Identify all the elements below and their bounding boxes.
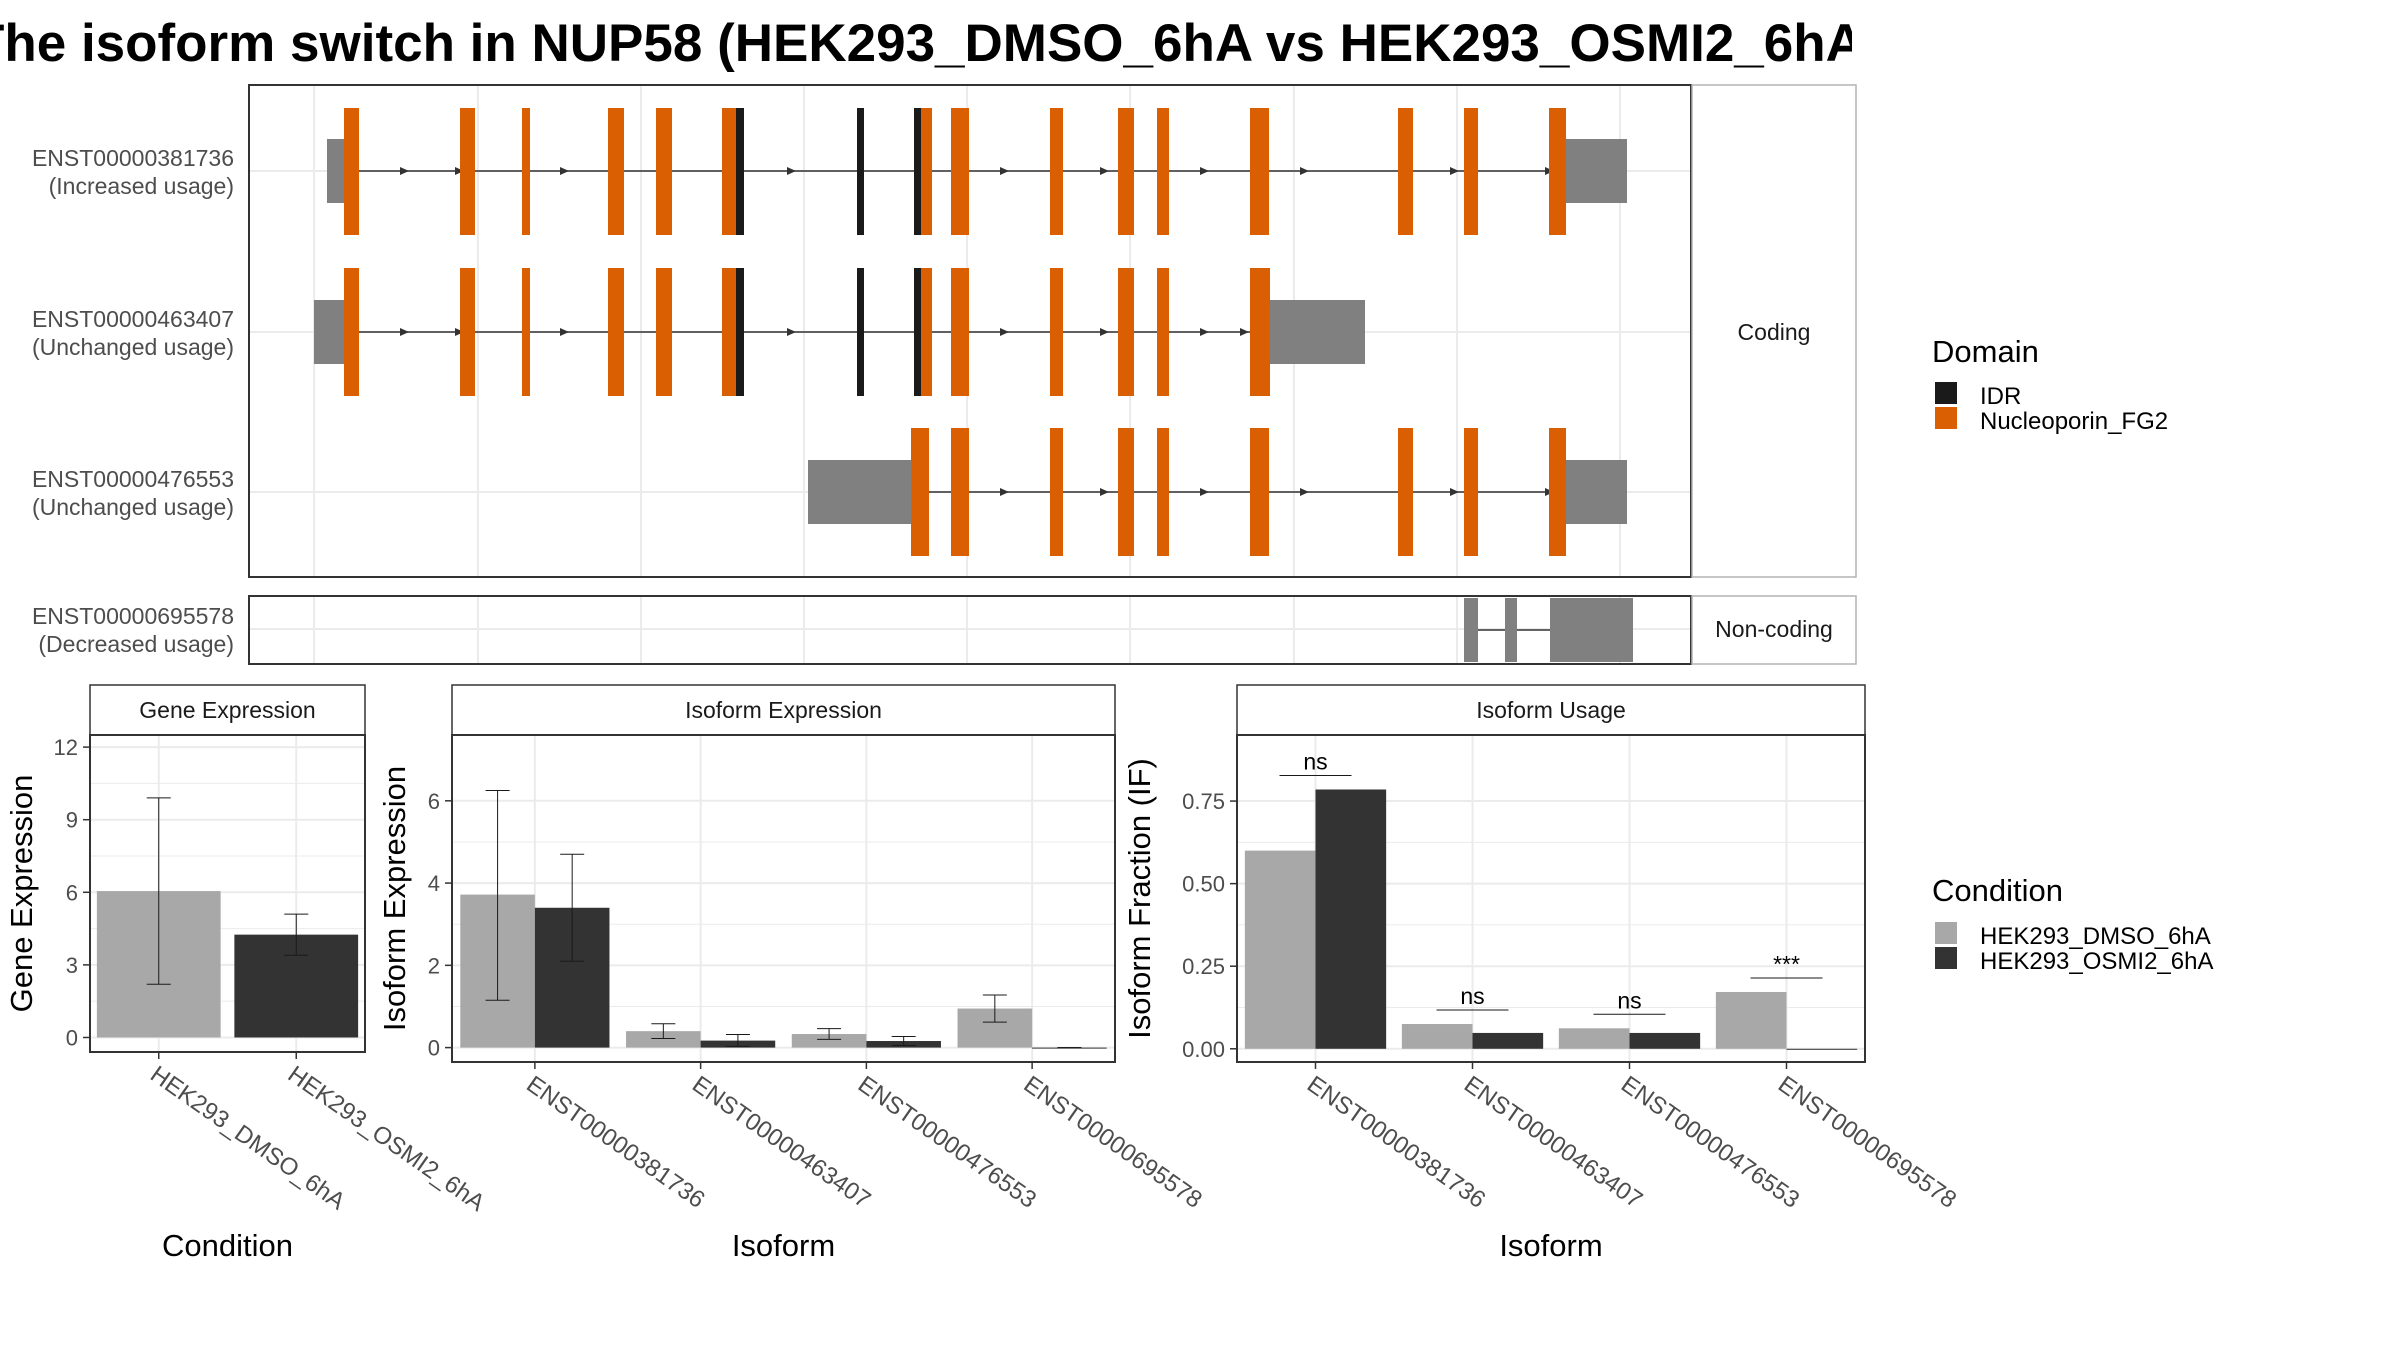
gene-expression-panel: Gene Expression036912HEK293_DMSO_6hAHEK2… [4,684,490,1263]
legend-label: Nucleoporin_FG2 [1980,408,2168,435]
significance-label: ns [1303,749,1327,775]
bar [1715,991,1787,1049]
structure-noncoding-panel: Non-coding [248,595,1857,665]
legend-title: Condition [1932,873,2063,908]
x-tick-label: ENST00000381736 [521,1071,709,1214]
y-tick-label: 0 [66,1025,78,1050]
bar [1472,1032,1544,1049]
x-axis-title: Isoform [732,1228,835,1263]
bar [1244,850,1316,1049]
domain-legend: Domain IDR Nucleoporin_FG2 [1932,334,2168,435]
facet-label-noncoding: Non-coding [1715,616,1833,642]
legend-label: HEK293_OSMI2_6hA [1980,948,2213,975]
y-tick-label: 4 [428,871,440,896]
transcript-usage-label: (Decreased usage) [38,631,234,657]
bar [1629,1032,1701,1049]
bar [1315,789,1387,1049]
plot-border [451,734,1116,1063]
y-tick-label: 0.25 [1182,954,1225,979]
facet-label-coding: Coding [1738,319,1811,345]
isoform-expression-panel: Isoform Expression0246ENST00000381736ENS… [377,684,1207,1263]
facet-strip [1236,684,1866,736]
legend-swatch [1935,407,1957,429]
legend-title: Domain [1932,334,2039,369]
significance-label: ns [1460,983,1484,1009]
x-axis-title: Condition [162,1228,293,1263]
transcript-model [327,108,1627,235]
x-tick-label: ENST00000463407 [687,1071,875,1214]
y-tick-label: 6 [66,880,78,905]
x-tick-label: ENST00000695578 [1019,1071,1207,1214]
legend-swatch [1935,922,1957,944]
transcript-model [1464,598,1633,662]
facet-strip-label: Gene Expression [139,697,315,723]
y-axis-title: Isoform Fraction (IF) [1122,758,1157,1039]
transcript-id-label: ENST00000695578 [32,603,234,629]
y-tick-label: 6 [428,789,440,814]
legend-label: IDR [1980,383,2021,410]
plot-border [89,734,366,1053]
y-tick-label: 0.50 [1182,872,1225,897]
transcript-id-label: ENST00000463407 [32,306,234,332]
x-tick-label: ENST00000476553 [853,1071,1041,1214]
condition-legend: Condition HEK293_DMSO_6hA HEK293_OSMI2_6… [1932,873,2213,975]
y-tick-label: 3 [66,953,78,978]
facet-strip-label: Isoform Expression [685,697,882,723]
significance-label: ns [1617,987,1641,1013]
transcript-model [314,268,1365,396]
bar [1401,1024,1473,1049]
y-tick-label: 2 [428,953,440,978]
facet-strip-label: Isoform Usage [1476,697,1626,723]
significance-label: *** [1773,951,1800,977]
transcript-usage-label: (Increased usage) [49,173,234,199]
plot-border [1236,734,1866,1063]
y-axis-title: Isoform Expression [377,766,412,1031]
legend-label: HEK293_DMSO_6hA [1980,923,2211,950]
y-tick-label: 0 [428,1036,440,1061]
y-tick-label: 12 [54,735,78,760]
y-tick-label: 0.00 [1182,1037,1225,1062]
bar [1786,1048,1858,1050]
legend-swatch [1935,382,1957,404]
transcript-id-label: ENST00000476553 [32,466,234,492]
transcript-model [808,428,1627,556]
y-tick-label: 9 [66,808,78,833]
bar [626,1031,701,1048]
legend-swatch [1935,947,1957,969]
transcript-usage-label: (Unchanged usage) [32,334,234,360]
transcript-labels: ENST00000381736 (Increased usage) ENST00… [32,145,234,657]
facet-strip [451,684,1116,736]
page-title: The isoform switch in NUP58 (HEK293_DMSO… [0,14,1852,73]
facet-strip [89,684,366,736]
y-axis-title: Gene Expression [4,775,39,1013]
transcript-usage-label: (Unchanged usage) [32,494,234,520]
y-tick-label: 0.75 [1182,789,1225,814]
bar [791,1034,867,1048]
bar [1558,1028,1630,1049]
x-axis-title: Isoform [1499,1228,1602,1263]
transcript-id-label: ENST00000381736 [32,145,234,171]
